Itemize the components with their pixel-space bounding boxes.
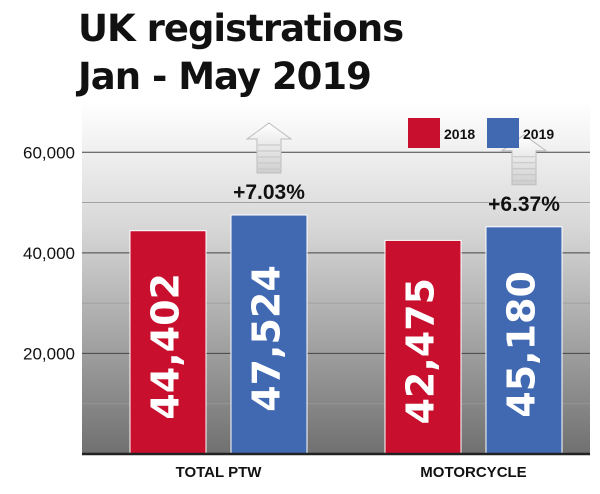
legend-swatch-2019 — [487, 118, 519, 148]
chart-title-line-2: Jan - May 2019 — [75, 55, 371, 98]
chart-title-line-1: UK registrations — [78, 7, 403, 50]
bar-value-label: 45,180 — [500, 271, 544, 418]
up-arrow-shape — [245, 122, 293, 174]
bar-value-label: 44,402 — [144, 273, 188, 420]
bar-2018 — [129, 230, 207, 455]
change-label: +6.37% — [488, 193, 560, 216]
y-axis: 20,000 40,000 60,000 — [23, 143, 75, 363]
y-tick-label: 20,000 — [23, 344, 75, 363]
legend-label-2018: 2018 — [444, 126, 475, 142]
y-tick-label: 60,000 — [23, 143, 75, 162]
bar-2018 — [384, 239, 462, 455]
bar-2019 — [230, 214, 308, 455]
legend-label-2019: 2019 — [523, 126, 554, 142]
x-axis: TOTAL PTW MOTORCYCLE — [82, 452, 590, 481]
y-tick-label: 40,000 — [23, 244, 75, 263]
increase-arrows — [245, 122, 548, 186]
bars: 44,402 47,524 42,475 45,180 — [129, 214, 563, 455]
change-label: +7.03% — [233, 181, 305, 204]
legend: 2018 2019 — [408, 118, 554, 148]
up-arrow-icon — [245, 122, 293, 174]
x-category-label: TOTAL PTW — [176, 464, 263, 481]
change-labels: +7.03% +6.37% — [233, 181, 560, 216]
bar-value-label: 47,524 — [245, 265, 289, 412]
legend-swatch-2018 — [408, 118, 440, 148]
x-category-label: MOTORCYCLE — [420, 464, 526, 481]
bar-value-label: 42,475 — [399, 278, 443, 425]
